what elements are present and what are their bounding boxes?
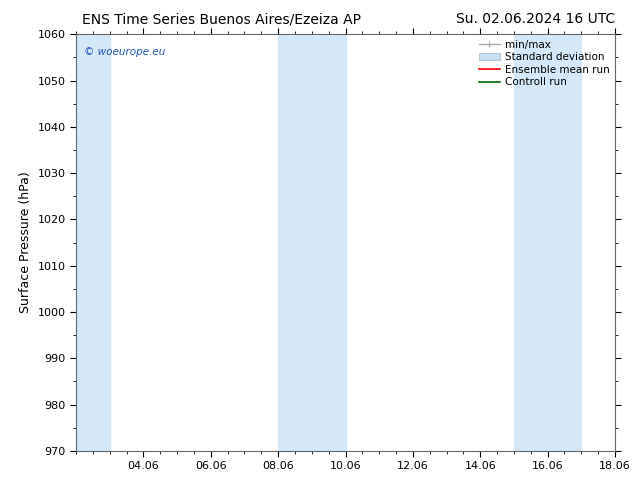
Text: ENS Time Series Buenos Aires/Ezeiza AP: ENS Time Series Buenos Aires/Ezeiza AP <box>82 12 361 26</box>
Bar <box>76 34 110 451</box>
Bar <box>278 34 346 451</box>
Text: © woeurope.eu: © woeurope.eu <box>84 47 165 57</box>
Y-axis label: Surface Pressure (hPa): Surface Pressure (hPa) <box>19 172 32 314</box>
Legend: min/max, Standard deviation, Ensemble mean run, Controll run: min/max, Standard deviation, Ensemble me… <box>476 36 613 91</box>
Text: Su. 02.06.2024 16 UTC: Su. 02.06.2024 16 UTC <box>456 12 615 26</box>
Bar <box>514 34 581 451</box>
